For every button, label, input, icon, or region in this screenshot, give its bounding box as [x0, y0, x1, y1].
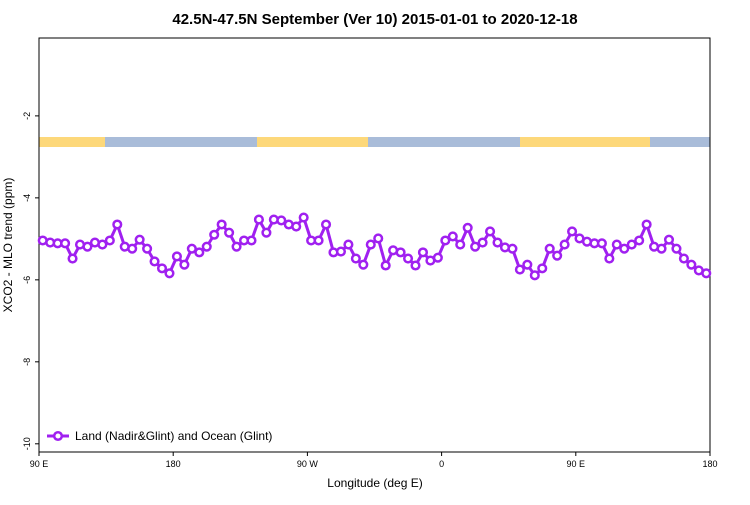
point: [380, 260, 391, 271]
y-axis-label: XCO2 - MLO trend (ppm): [1, 178, 15, 313]
point: [403, 253, 414, 264]
point: [134, 234, 145, 245]
point: [567, 226, 578, 237]
x-tick-label: 180: [166, 459, 181, 469]
point: [216, 219, 227, 230]
point: [455, 239, 466, 250]
point: [97, 239, 108, 250]
point: [156, 263, 168, 274]
point: [373, 233, 384, 244]
point: [194, 247, 205, 258]
y-tick-label: -10: [22, 437, 32, 450]
point: [231, 241, 242, 252]
point: [142, 243, 153, 254]
point: [104, 235, 115, 246]
point: [529, 270, 540, 281]
point: [246, 235, 257, 246]
point: [261, 227, 272, 238]
point: [127, 243, 138, 254]
point: [552, 250, 563, 261]
legend-label: Land (Nadir&Glint) and Ocean (Glint): [75, 429, 272, 443]
point: [440, 235, 451, 246]
point: [335, 246, 347, 257]
point: [604, 253, 615, 264]
point: [507, 243, 518, 254]
point: [686, 259, 697, 270]
point: [432, 252, 443, 263]
y-tick-label: -6: [22, 276, 32, 284]
point: [663, 234, 675, 245]
point: [544, 243, 555, 254]
point: [634, 235, 645, 246]
point: [596, 238, 607, 249]
point: [209, 229, 220, 240]
point: [485, 226, 496, 237]
point: [559, 239, 570, 250]
point: [67, 253, 78, 264]
y-tick-label: -8: [22, 358, 32, 366]
legend-marker: [52, 430, 64, 442]
land-ocean-band: [39, 137, 710, 147]
point: [179, 259, 190, 270]
point: [186, 243, 197, 254]
point: [224, 227, 235, 238]
point: [417, 247, 429, 258]
point: [626, 239, 637, 250]
plot-frame: [38, 37, 711, 453]
point: [343, 239, 354, 250]
point: [291, 221, 302, 232]
point: [470, 241, 481, 252]
x-tick-label: 90 E: [30, 459, 49, 469]
x-tick-label: 0: [439, 459, 444, 469]
point: [522, 259, 533, 270]
point: [641, 219, 652, 230]
point: [112, 219, 123, 230]
point: [671, 243, 682, 254]
point: [358, 259, 369, 270]
point: [611, 239, 622, 250]
point: [149, 256, 160, 267]
point: [60, 238, 71, 249]
point: [514, 264, 525, 275]
point: [365, 239, 376, 250]
chart-title: 42.5N-47.5N September (Ver 10) 2015-01-0…: [172, 11, 577, 28]
x-tick-label: 90 W: [297, 459, 319, 469]
point: [395, 247, 406, 258]
point: [447, 231, 458, 242]
point: [462, 222, 473, 233]
point: [350, 253, 361, 264]
y-tick-label: -2: [22, 112, 32, 120]
point: [678, 253, 689, 264]
point: [276, 215, 287, 226]
point: [477, 237, 488, 248]
point: [320, 219, 332, 230]
point: [410, 260, 421, 271]
x-tick-label: 180: [702, 459, 717, 469]
point: [656, 243, 667, 254]
y-tick-label: -4: [22, 194, 32, 202]
x-tick-label: 90 E: [567, 459, 586, 469]
point: [537, 263, 548, 274]
point: [313, 235, 324, 246]
point: [253, 214, 264, 225]
point: [82, 241, 93, 252]
point: [201, 241, 212, 252]
point: [164, 268, 175, 279]
point: [171, 251, 182, 262]
x-axis-label: Longitude (deg E): [327, 476, 422, 490]
point: [298, 212, 309, 223]
point: [492, 237, 503, 248]
point: [619, 243, 630, 254]
point: [701, 268, 712, 279]
